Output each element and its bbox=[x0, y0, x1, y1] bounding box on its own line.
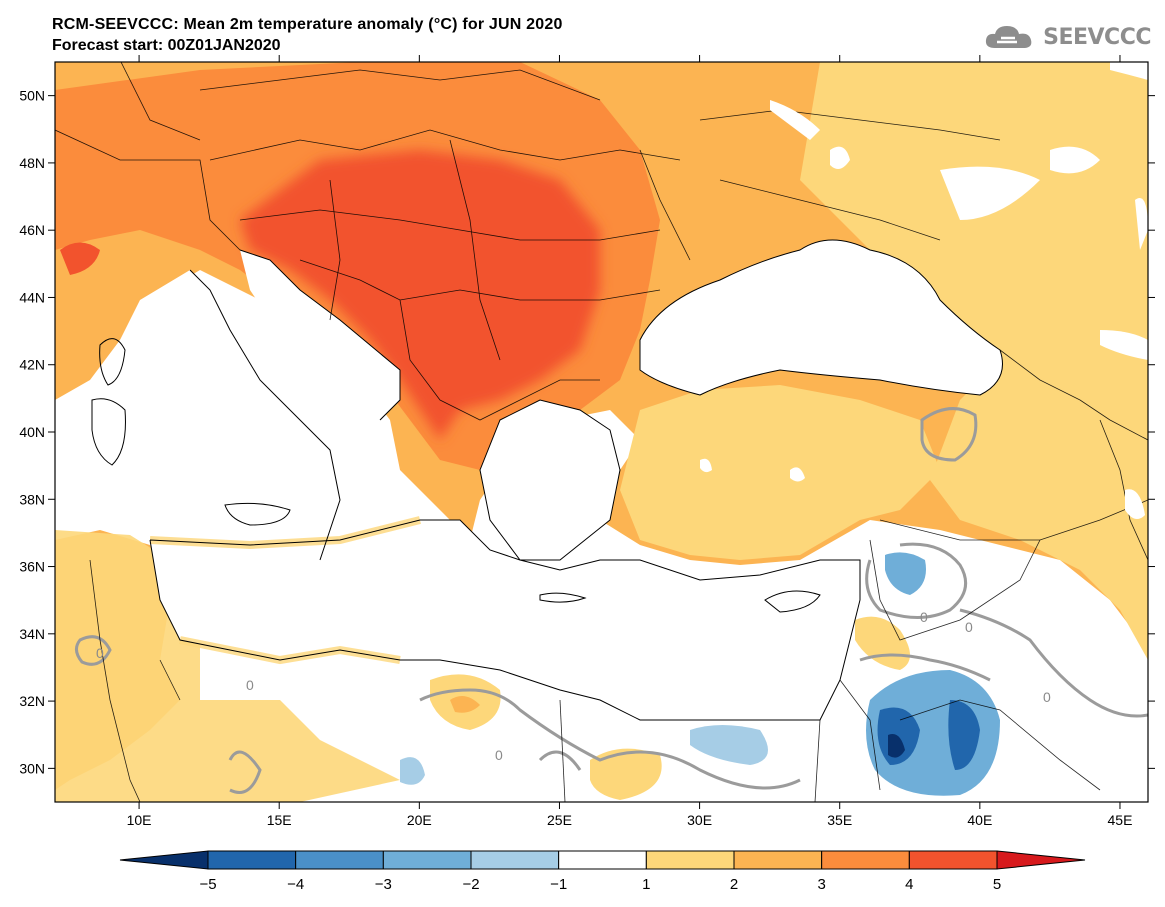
colorbar-segment bbox=[558, 850, 647, 870]
colorbar-label: −2 bbox=[462, 876, 479, 893]
colorbar-label: −3 bbox=[375, 876, 392, 893]
zero-contours bbox=[75, 407, 1148, 794]
lat-tick-label: 40N bbox=[19, 424, 45, 440]
contour-label: 0 bbox=[965, 619, 973, 635]
lon-tick-label: 25E bbox=[547, 812, 572, 828]
colorbar-label: −4 bbox=[287, 876, 304, 893]
map-area: 0 0 0 0 0 0 bbox=[55, 62, 1148, 802]
lat-tick-label: 42N bbox=[19, 357, 45, 373]
colorbar-segment bbox=[908, 850, 998, 870]
colorbar-label: −1 bbox=[550, 876, 567, 893]
lon-tick-label: 30E bbox=[687, 812, 712, 828]
contour-label: 0 bbox=[920, 609, 928, 625]
logo-text: SEEVCCC bbox=[1043, 24, 1151, 50]
colorbar-segment bbox=[645, 850, 735, 870]
colorbar-label: 2 bbox=[730, 876, 738, 893]
colorbar-label: 1 bbox=[642, 876, 650, 893]
lon-tick-label: 40E bbox=[967, 812, 992, 828]
colorbar-segment bbox=[821, 850, 910, 870]
lat-tick-label: 50N bbox=[19, 88, 45, 104]
lon-tick-label: 45E bbox=[1108, 812, 1133, 828]
contour-label: 0 bbox=[246, 677, 254, 693]
colorbar-label: 5 bbox=[993, 876, 1001, 893]
colorbar-segment bbox=[295, 850, 384, 870]
lon-tick-label: 20E bbox=[407, 812, 432, 828]
colorbar-segment bbox=[733, 850, 823, 870]
colorbar-label: −5 bbox=[199, 876, 216, 893]
lat-tick-label: 48N bbox=[19, 155, 45, 171]
contour-label: 0 bbox=[495, 747, 503, 763]
lat-tick-label: 46N bbox=[19, 222, 45, 238]
lon-tick-label: 35E bbox=[827, 812, 852, 828]
lat-tick-label: 36N bbox=[19, 559, 45, 575]
forecast-start: Forecast start: 00Z01JAN2020 bbox=[52, 37, 281, 54]
colorbar: −5 −4 −3 −2 −1 1 2 3 4 5 bbox=[119, 850, 1086, 893]
seas bbox=[55, 198, 1148, 720]
latitude-axis: 50N 48N 46N 44N 42N 40N 38N 36N 34N 32N 30N bbox=[19, 88, 1155, 776]
colorbar-label: 3 bbox=[817, 876, 825, 893]
coastlines bbox=[91, 239, 1003, 721]
contour-labels: 0 0 0 0 0 0 bbox=[96, 609, 1051, 763]
cloud-icon bbox=[986, 26, 1032, 48]
colorbar-segment bbox=[382, 850, 472, 870]
colorbar-segment bbox=[207, 850, 297, 870]
colorbar-over-triangle bbox=[996, 850, 1086, 870]
lon-tick-label: 15E bbox=[267, 812, 292, 828]
colorbar-under-triangle bbox=[119, 850, 209, 870]
colorbar-segment bbox=[470, 850, 560, 870]
lat-tick-label: 34N bbox=[19, 626, 45, 642]
colorbar-label: 4 bbox=[905, 876, 913, 893]
lon-tick-label: 10E bbox=[127, 812, 152, 828]
country-borders bbox=[55, 62, 1148, 802]
lat-tick-label: 30N bbox=[19, 760, 45, 776]
contour-label: 0 bbox=[1043, 689, 1051, 705]
contour-label: 0 bbox=[96, 645, 104, 661]
seevccc-logo: SEEVCCC bbox=[983, 22, 1151, 52]
white-spots bbox=[700, 62, 1148, 519]
map-title: RCM-SEEVCCC: Mean 2m temperature anomaly… bbox=[52, 16, 563, 33]
lat-tick-label: 44N bbox=[19, 289, 45, 305]
longitude-axis: 10E 15E 20E 25E 30E 35E 40E 45E bbox=[127, 55, 1133, 828]
lat-tick-label: 38N bbox=[19, 491, 45, 507]
anomaly-field bbox=[55, 62, 1148, 802]
lat-tick-label: 32N bbox=[19, 693, 45, 709]
